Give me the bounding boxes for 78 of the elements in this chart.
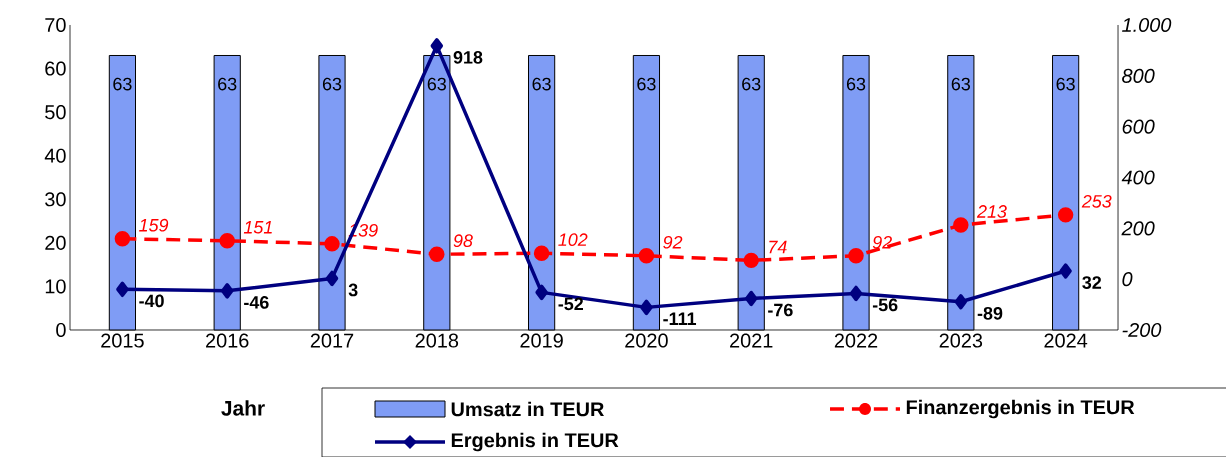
point [744, 290, 758, 307]
point [325, 270, 339, 287]
x-tick-label: 2018 [415, 333, 459, 348]
data-label: 151 [243, 221, 272, 234]
point [1057, 207, 1074, 223]
data-label: 63 [113, 77, 132, 91]
data-label: 74 [769, 240, 787, 254]
data-label: -40 [139, 294, 164, 308]
point [220, 283, 234, 299]
y-tick-label: 40 [44, 148, 66, 163]
data-label: 63 [1056, 77, 1075, 91]
x-tick-label: 2023 [939, 333, 983, 348]
point [743, 252, 759, 269]
point [640, 299, 653, 316]
x-tick-label: 2024 [1044, 333, 1088, 348]
data-label: 63 [951, 77, 971, 91]
point [430, 38, 444, 54]
point [533, 245, 550, 261]
data-label: 63 [218, 77, 237, 91]
data-label: 98 [453, 234, 473, 248]
data-label: 63 [322, 77, 342, 91]
y2-tick-label: 800 [1122, 68, 1155, 83]
data-label: -46 [244, 296, 269, 309]
legend-label: Ergebnis in TEUR [451, 432, 619, 452]
data-label: 63 [846, 77, 866, 91]
point [429, 246, 445, 262]
y2-tick-label: 1.000 [1122, 17, 1172, 33]
x-tick-label: 2017 [310, 333, 354, 348]
x-axis-title: Jahr [221, 400, 265, 416]
point [535, 284, 548, 301]
data-label: -76 [768, 303, 793, 317]
data-label: -111 [663, 312, 697, 325]
data-label: 3 [348, 283, 358, 297]
point [953, 217, 969, 233]
point [1059, 263, 1072, 279]
data-label: -52 [558, 297, 583, 311]
data-label: 92 [872, 235, 892, 249]
data-label: 63 [637, 77, 656, 91]
legend-label: Finanzergebnis in TEUR [906, 399, 1135, 419]
data-label: -89 [977, 306, 1003, 320]
data-label: 92 [663, 235, 683, 249]
y2-tick-label: 0 [1122, 272, 1133, 287]
legend-label: Umsatz in TEUR [451, 401, 604, 417]
y2-tick-label: 600 [1122, 119, 1155, 134]
x-tick-label: 2016 [206, 333, 249, 348]
data-label: 63 [427, 77, 446, 91]
data-label: 63 [532, 77, 551, 91]
y2-tick-label: -200 [1122, 322, 1162, 338]
y2-tick-label: 400 [1121, 170, 1155, 185]
y2-tick-label: 200 [1121, 221, 1155, 236]
y-tick-label: 10 [45, 279, 66, 294]
data-label: 159 [139, 218, 169, 232]
y-tick-label: 30 [45, 192, 66, 207]
point [324, 236, 340, 252]
data-label: 918 [453, 51, 483, 64]
y-tick-label: 60 [45, 61, 66, 76]
x-tick-label: 2020 [625, 333, 668, 348]
point [849, 285, 863, 302]
y-tick-label: 70 [45, 17, 66, 33]
y-tick-label: 50 [45, 105, 66, 120]
x-tick-label: 2015 [101, 333, 144, 348]
y-tick-label: 0 [56, 322, 66, 338]
data-label: 213 [976, 205, 1007, 218]
x-tick-label: 2022 [834, 333, 878, 348]
y-tick-label: 20 [45, 235, 66, 250]
point [848, 248, 864, 264]
point [638, 248, 655, 264]
data-label: -56 [872, 298, 898, 312]
point [954, 294, 968, 310]
point [219, 233, 235, 249]
x-tick-label: 2019 [520, 333, 563, 348]
data-label: 63 [742, 77, 761, 91]
point [116, 281, 129, 298]
data-label: 102 [558, 233, 588, 247]
data-label: 32 [1082, 276, 1102, 289]
x-tick-label: 2021 [730, 333, 773, 348]
point [114, 231, 131, 247]
data-label: 253 [1081, 194, 1112, 208]
